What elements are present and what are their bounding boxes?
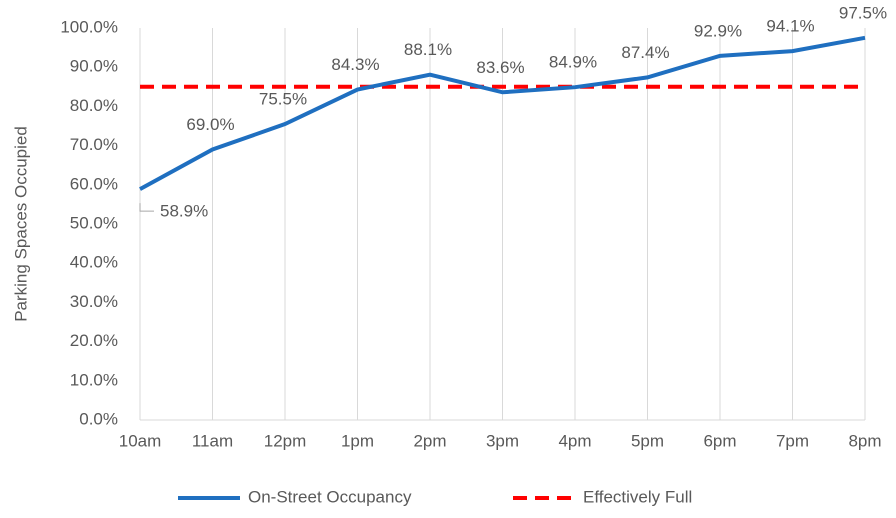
- data-label: 84.9%: [549, 53, 597, 72]
- x-tick-label: 11am: [192, 431, 233, 450]
- x-tick-label: 10am: [119, 431, 162, 450]
- x-tick-label: 7pm: [776, 431, 809, 450]
- data-label: 92.9%: [694, 21, 742, 40]
- data-label: 97.5%: [839, 3, 887, 22]
- legend-label: Effectively Full: [583, 487, 692, 506]
- y-tick-label: 0.0%: [79, 409, 118, 428]
- y-axis-label: Parking Spaces Occupied: [11, 126, 30, 322]
- x-tick-label: 4pm: [558, 431, 591, 450]
- x-tick-label: 5pm: [631, 431, 664, 450]
- y-tick-label: 90.0%: [70, 57, 118, 76]
- data-label: 94.1%: [766, 17, 814, 36]
- x-tick-label: 3pm: [486, 431, 519, 450]
- data-label: 83.6%: [476, 58, 524, 77]
- x-tick-label: 6pm: [703, 431, 736, 450]
- leader-line: [139, 203, 154, 212]
- y-tick-label: 70.0%: [70, 135, 118, 154]
- y-tick-label: 50.0%: [70, 213, 118, 232]
- data-label: 84.3%: [331, 55, 379, 74]
- y-tick-label: 80.0%: [70, 96, 118, 115]
- series-line: [139, 35, 866, 191]
- y-tick-label: 100.0%: [60, 17, 118, 36]
- x-tick-label: 12pm: [264, 431, 307, 450]
- data-label: 58.9%: [160, 202, 208, 221]
- data-label: 75.5%: [259, 90, 307, 109]
- data-label: 88.1%: [404, 40, 452, 59]
- x-tick-label: 8pm: [848, 431, 881, 450]
- y-tick-label: 60.0%: [70, 174, 118, 193]
- y-tick-label: 30.0%: [70, 292, 118, 311]
- data-label: 69.0%: [186, 115, 234, 134]
- y-tick-label: 10.0%: [70, 370, 118, 389]
- y-tick-label: 20.0%: [70, 331, 118, 350]
- y-tick-label: 40.0%: [70, 253, 118, 272]
- data-label: 87.4%: [621, 43, 669, 62]
- x-tick-label: 2pm: [413, 431, 446, 450]
- legend-label: On-Street Occupancy: [248, 487, 412, 506]
- x-tick-label: 1pm: [341, 431, 374, 450]
